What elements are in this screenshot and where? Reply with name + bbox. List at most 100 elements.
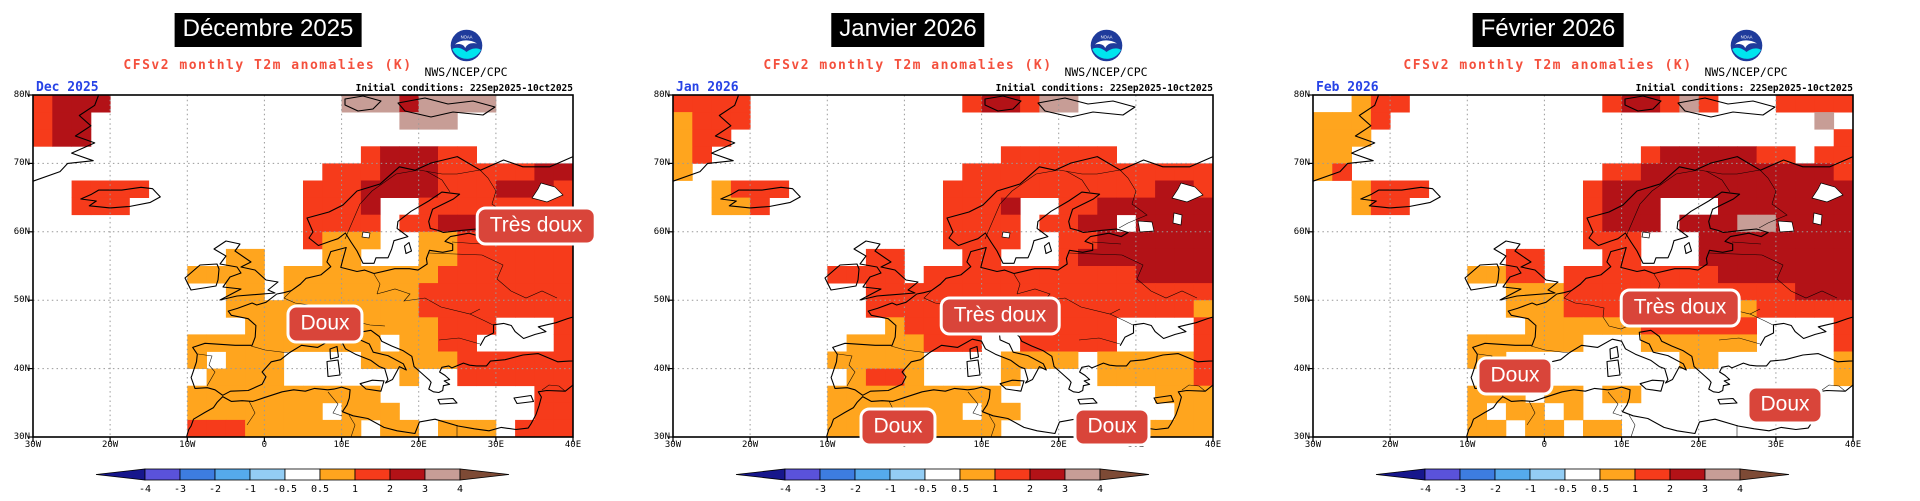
anomaly-map — [1306, 89, 1860, 445]
agency-label: NWS/NCEP/CPC — [1704, 65, 1788, 79]
colorbar-right-arrow — [1739, 468, 1790, 481]
forecast-panel: Janvier 2026 CFSv2 monthly T2m anomalies … — [640, 0, 1280, 501]
panel-title: Décembre 2025 — [174, 13, 362, 47]
svg-text:1: 1 — [992, 484, 998, 495]
colorbar-right-arrow — [459, 468, 510, 481]
annotation-pill: Très doux — [939, 296, 1061, 336]
svg-text:-1: -1 — [884, 484, 896, 495]
svg-text:-0.5: -0.5 — [913, 484, 937, 495]
svg-text:3: 3 — [1062, 484, 1068, 495]
svg-text:1: 1 — [352, 484, 358, 495]
lat-axis-label: 70N — [1293, 158, 1310, 169]
colorbar-left-arrow — [95, 468, 146, 481]
anomaly-cells — [1313, 95, 1854, 438]
noaa-logo: NOAA — [1090, 29, 1123, 62]
svg-text:-0.5: -0.5 — [273, 484, 297, 495]
lat-axis-label: 30N — [653, 432, 670, 442]
map-month-label: Feb 2026 — [1316, 80, 1379, 95]
initial-conditions-label: Initial conditions: 22Sep2025-10ct2025 — [355, 83, 573, 94]
lon-axis-label: 40E — [564, 440, 582, 450]
svg-text:-2: -2 — [209, 484, 221, 495]
annotation-pill: Doux — [286, 304, 364, 344]
svg-text:1: 1 — [1632, 484, 1638, 495]
svg-text:-1: -1 — [244, 484, 256, 495]
svg-text:-2: -2 — [1489, 484, 1501, 495]
annotation-pill: Très doux — [475, 206, 597, 246]
colorbar-left-arrow — [735, 468, 786, 481]
map-frame — [1312, 94, 1854, 438]
svg-text:2: 2 — [1667, 484, 1673, 495]
lon-axis-label: 30W — [1304, 440, 1322, 450]
annotation-pill: Doux — [1073, 407, 1151, 447]
lon-axis-label: 30W — [24, 440, 42, 450]
lat-axis-label: 80N — [653, 90, 670, 100]
lon-axis-label: 20E — [1050, 440, 1067, 450]
map-frame — [32, 94, 574, 438]
svg-text:2: 2 — [387, 484, 393, 495]
lon-axis-label: 40E — [1204, 440, 1222, 450]
noaa-logo-bird — [455, 40, 477, 48]
graticule — [1313, 95, 1853, 437]
svg-text:4: 4 — [457, 484, 463, 495]
anomaly-cells — [33, 95, 574, 438]
lon-axis-label: 20W — [741, 440, 759, 450]
lon-axis-label: 10W — [179, 440, 196, 450]
forecast-panel: Décembre 2025 CFSv2 monthly T2m anomalies… — [0, 0, 640, 501]
axis-ticks — [668, 94, 1214, 442]
lat-axis-label: 40N — [1293, 363, 1310, 374]
lat-axis-label: 60N — [1293, 226, 1310, 237]
svg-text:0.5: 0.5 — [311, 484, 329, 495]
panel-title: Janvier 2026 — [831, 13, 985, 47]
lat-axis-label: 40N — [13, 363, 30, 374]
annotation-pill: Très doux — [1619, 288, 1741, 328]
lat-axis-label: 50N — [13, 295, 30, 306]
lon-axis-label: 0 — [1541, 440, 1548, 450]
noaa-logo-bird — [1735, 40, 1757, 48]
svg-text:4: 4 — [1097, 484, 1103, 495]
noaa-logo-sea — [1092, 47, 1121, 59]
noaa-logo-sea — [452, 47, 481, 59]
colorbar-right-arrow — [1099, 468, 1150, 481]
lat-axis-label: 70N — [653, 158, 670, 169]
annotation-pill: Doux — [1476, 356, 1554, 396]
axis-ticks — [1308, 94, 1854, 442]
noaa-logo-text: NOAA — [461, 35, 473, 40]
lakes — [1641, 182, 1844, 239]
lat-axis-label: 50N — [653, 295, 670, 306]
color-scale: -4 -3 -2 -1 -0.5 0.5 1 2 3 4 — [88, 466, 518, 496]
coastlines — [32, 94, 574, 438]
annotation-pill: Doux — [859, 407, 937, 447]
svg-text:-4: -4 — [779, 484, 791, 495]
lat-axis-label: 30N — [1293, 432, 1310, 442]
svg-text:-4: -4 — [1419, 484, 1431, 495]
panel-subtitle: CFSv2 monthly T2m anomalies (K) — [123, 58, 413, 73]
panel-title: Février 2026 — [1472, 13, 1624, 47]
lon-axis-label: 10W — [819, 440, 836, 450]
noaa-logo-text: NOAA — [1741, 35, 1753, 40]
colorbar-left-arrow — [1375, 468, 1426, 481]
lat-axis-label: 60N — [653, 226, 670, 237]
noaa-logo: NOAA — [1730, 29, 1763, 62]
color-scale: -4 -3 -2 -1 -0.5 0.5 1 2 3 4 — [1368, 466, 1798, 496]
lat-axis-label: 80N — [1293, 90, 1310, 100]
forecast-panel: Février 2026 CFSv2 monthly T2m anomalies … — [1280, 0, 1920, 501]
svg-text:0.5: 0.5 — [951, 484, 969, 495]
lat-axis-label: 80N — [13, 90, 30, 100]
initial-conditions-label: Initial conditions: 22Sep2025-10ct2025 — [1635, 83, 1853, 94]
lat-axis-label: 30N — [13, 432, 30, 442]
anomaly-map — [26, 89, 580, 445]
lon-axis-label: 10E — [333, 440, 350, 450]
svg-text:-3: -3 — [174, 484, 186, 495]
anomaly-map — [666, 89, 1220, 445]
axis-ticks — [28, 94, 574, 442]
noaa-logo-text: NOAA — [1101, 35, 1113, 40]
panel-subtitle: CFSv2 monthly T2m anomalies (K) — [763, 58, 1053, 73]
svg-text:3: 3 — [422, 484, 428, 495]
lon-axis-label: 30E — [487, 440, 505, 450]
svg-text:4: 4 — [1737, 484, 1743, 495]
lon-axis-label: 20W — [1381, 440, 1399, 450]
color-scale: -4 -3 -2 -1 -0.5 0.5 1 2 3 4 — [728, 466, 1158, 496]
noaa-logo: NOAA — [450, 29, 483, 62]
lon-axis-label: 40E — [1844, 440, 1862, 450]
graticule — [33, 95, 573, 437]
